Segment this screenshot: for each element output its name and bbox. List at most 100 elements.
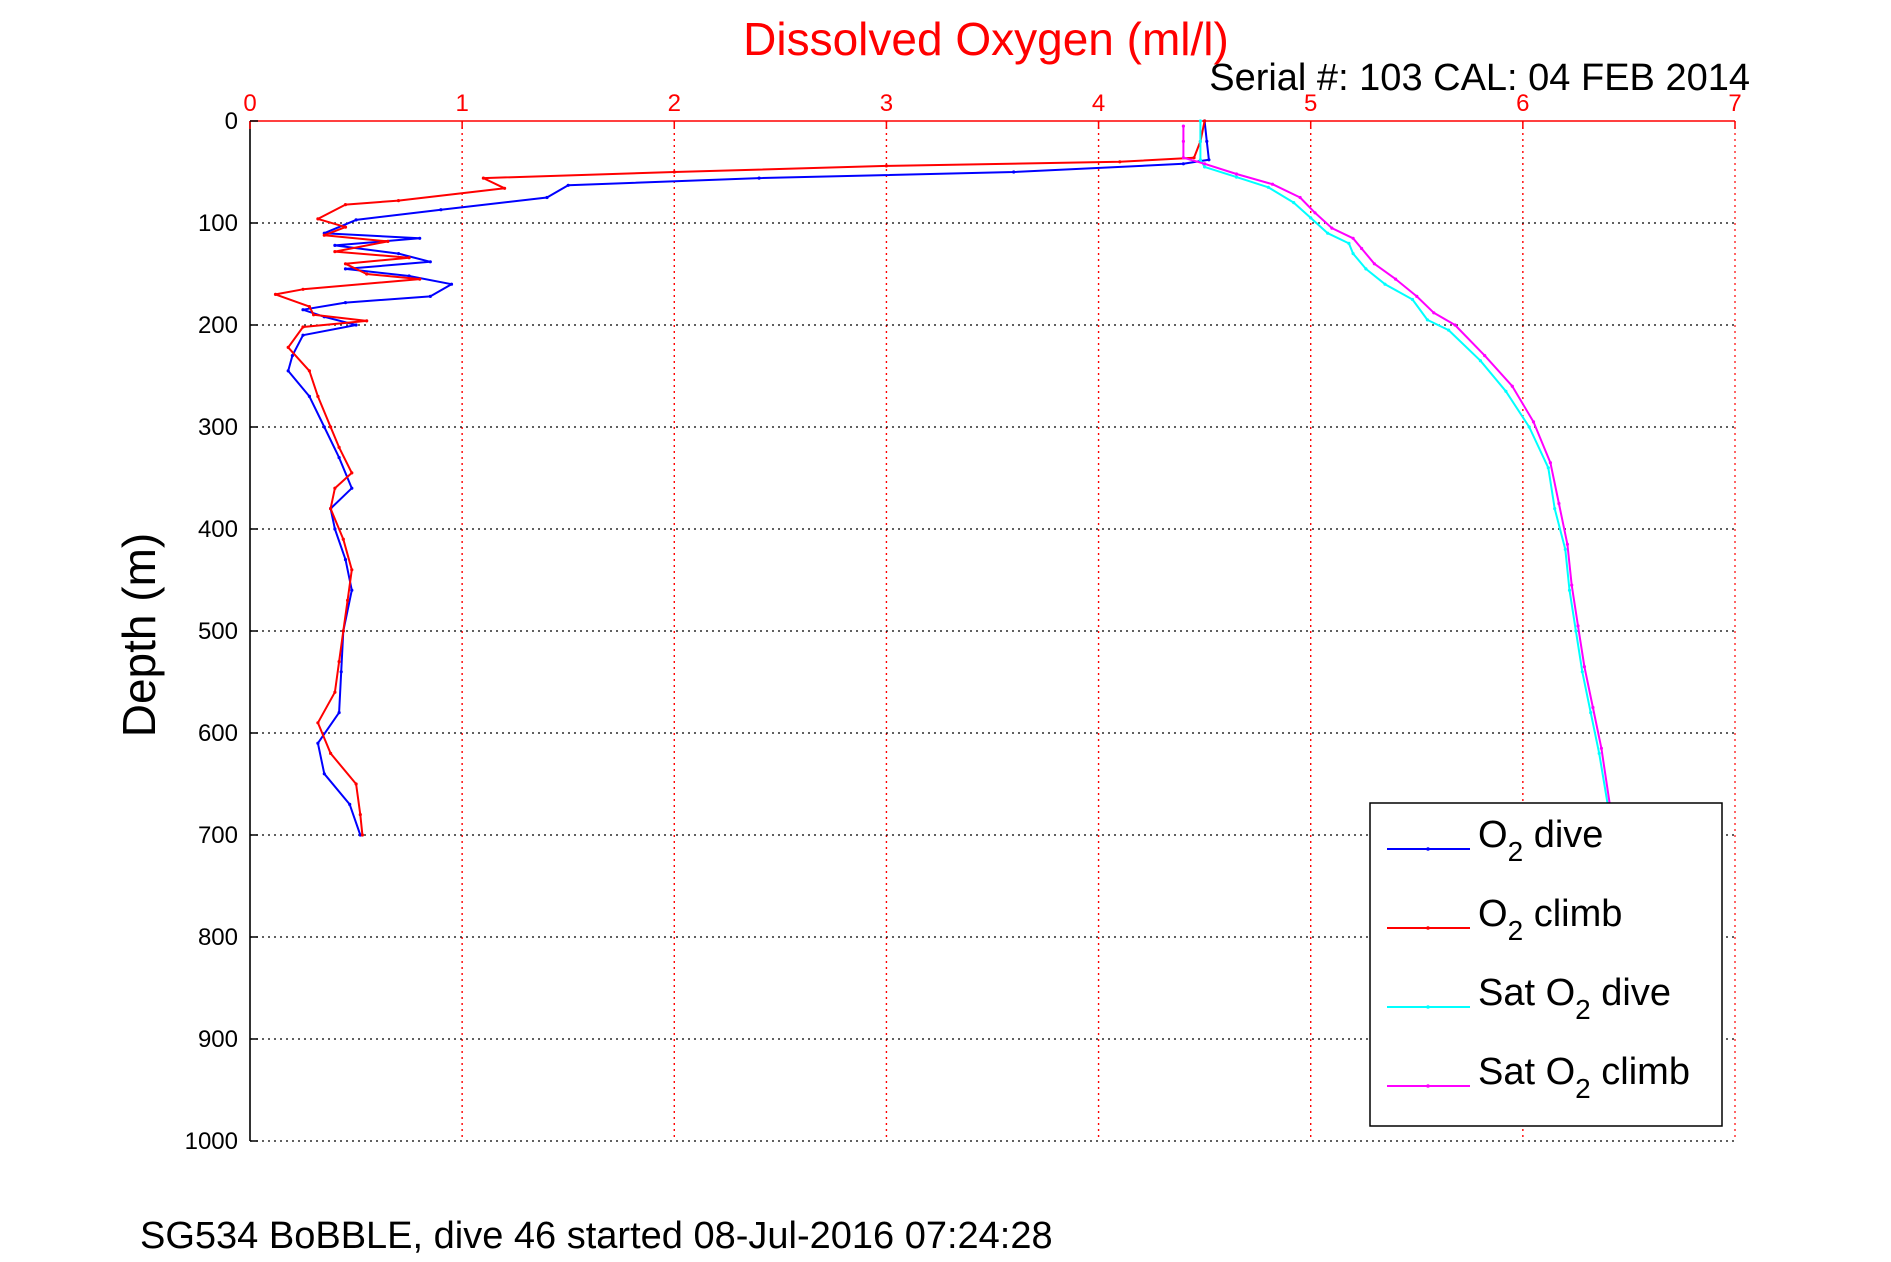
y-tick-label: 0	[225, 108, 238, 135]
data-point	[348, 802, 352, 807]
data-point	[1415, 294, 1419, 298]
data-point	[1198, 158, 1202, 162]
data-point	[1453, 323, 1457, 327]
legend-item: O2 dive	[1387, 814, 1603, 867]
data-point	[1383, 282, 1387, 286]
y-axis-ticks: 0 100 200 300 400 500 600 700 800 900 1000	[185, 108, 258, 1155]
data-point	[341, 629, 345, 633]
y-tick-label: 500	[198, 618, 238, 645]
data-point	[286, 369, 290, 373]
data-point	[884, 164, 889, 168]
y-tick-label: 700	[198, 822, 238, 849]
data-point	[343, 262, 348, 266]
data-point	[418, 236, 422, 240]
y-tick-label: 400	[198, 516, 238, 543]
data-point	[1012, 170, 1016, 174]
data-point	[481, 176, 485, 180]
data-point	[1266, 185, 1270, 189]
data-point	[503, 186, 507, 190]
data-point	[1203, 162, 1207, 166]
x-tick-label: 3	[880, 90, 893, 117]
legend-box	[1369, 802, 1723, 1127]
series-line	[1199, 121, 1609, 805]
data-point	[1567, 588, 1572, 592]
chart-title: Dissolved Oxygen (ml/l)	[743, 13, 1229, 65]
data-point	[333, 527, 337, 531]
data-point	[1394, 277, 1398, 281]
data-point	[1351, 252, 1355, 256]
data-point	[337, 445, 341, 449]
data-point	[396, 199, 401, 203]
legend-marker	[1426, 926, 1430, 930]
series-sat-o2-climb	[1181, 124, 1612, 807]
data-point	[322, 233, 326, 237]
data-point	[428, 294, 432, 298]
legend-marker	[1426, 1084, 1430, 1088]
data-point	[273, 292, 278, 296]
legend-label: O2 climb	[1478, 893, 1622, 946]
data-point	[329, 751, 333, 756]
data-point	[1432, 311, 1436, 315]
data-point	[1574, 629, 1578, 633]
data-point	[350, 588, 354, 592]
data-point	[418, 277, 422, 281]
dive-info-footer: SG534 BoBBLE, dive 46 started 08-Jul-201…	[140, 1215, 1053, 1257]
data-point	[1599, 746, 1603, 750]
data-point	[307, 369, 311, 373]
data-point	[1582, 665, 1586, 669]
y-tick-label: 300	[198, 414, 238, 441]
data-point	[1181, 156, 1185, 160]
data-point	[1360, 246, 1364, 251]
data-point	[1546, 466, 1550, 470]
data-point	[333, 250, 337, 254]
data-point	[1591, 705, 1595, 710]
data-point	[1198, 139, 1202, 143]
data-point	[1510, 384, 1514, 388]
data-point	[354, 782, 358, 786]
data-point	[1478, 359, 1482, 363]
data-point	[1234, 172, 1239, 176]
legend: O2 dive O2 climb Sat O2 dive Sat O2 climb	[1369, 802, 1723, 1127]
data-point	[1580, 670, 1584, 674]
data-point	[1181, 139, 1185, 143]
data-point	[545, 195, 549, 200]
legend-item: O2 climb	[1387, 893, 1622, 946]
legend-item: Sat O2 dive	[1387, 972, 1671, 1025]
data-point	[343, 225, 348, 229]
data-point	[307, 305, 311, 309]
data-point	[1589, 711, 1593, 715]
data-point	[1203, 119, 1207, 123]
data-point	[1313, 211, 1317, 215]
data-point	[1553, 507, 1557, 511]
data-point	[449, 282, 454, 286]
data-point	[333, 243, 337, 247]
y-tick-label: 100	[198, 210, 238, 237]
data-point	[346, 598, 350, 603]
data-point	[1234, 175, 1239, 179]
data-point	[1298, 195, 1302, 200]
data-point	[1270, 182, 1275, 186]
data-point	[316, 741, 320, 745]
data-point	[301, 325, 305, 329]
data-point	[757, 176, 761, 180]
data-point	[1330, 226, 1334, 230]
data-point	[329, 507, 333, 511]
data-point	[1309, 216, 1313, 220]
data-point	[566, 183, 570, 187]
data-point	[407, 256, 411, 260]
data-point	[329, 425, 333, 429]
data-point	[358, 813, 362, 817]
data-point	[290, 354, 294, 358]
data-point	[316, 217, 320, 221]
data-point	[301, 287, 305, 291]
data-point	[1198, 119, 1202, 123]
series-line	[274, 120, 1206, 836]
data-point	[1483, 354, 1487, 358]
data-point	[350, 568, 354, 572]
data-point	[1557, 501, 1561, 506]
data-point	[341, 537, 345, 541]
x-tick-label: 0	[243, 90, 256, 117]
data-point	[343, 203, 348, 207]
data-point	[286, 345, 290, 349]
data-point	[301, 333, 305, 337]
